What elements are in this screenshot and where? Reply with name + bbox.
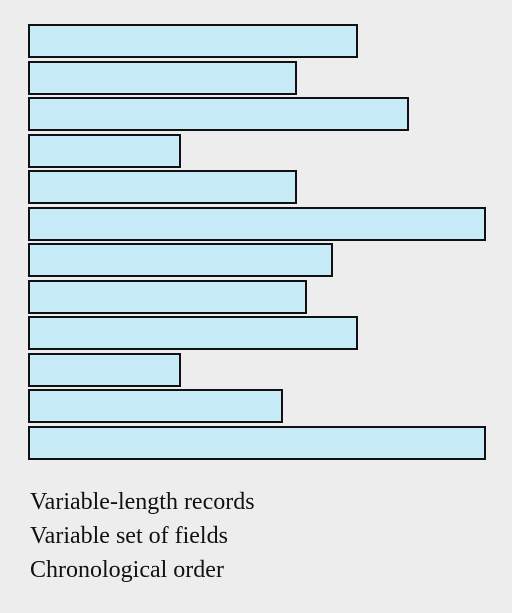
- caption-variable-set-of-fields: Variable set of fields: [30, 523, 228, 549]
- record-stack: [28, 24, 488, 464]
- record-bar: [28, 280, 307, 314]
- record-bar: [28, 316, 358, 350]
- caption-variable-length-records: Variable-length records: [30, 489, 255, 515]
- record-bar: [28, 426, 486, 460]
- record-bar: [28, 389, 283, 423]
- record-bar: [28, 353, 181, 387]
- record-bar: [28, 134, 181, 168]
- caption-chronological-order: Chronological order: [30, 557, 224, 583]
- record-bar: [28, 97, 409, 131]
- record-bar: [28, 61, 297, 95]
- record-bar: [28, 24, 358, 58]
- caption-block: Variable-length records Variable set of …: [30, 485, 255, 587]
- record-bar: [28, 243, 333, 277]
- record-bar: [28, 207, 486, 241]
- record-bar: [28, 170, 297, 204]
